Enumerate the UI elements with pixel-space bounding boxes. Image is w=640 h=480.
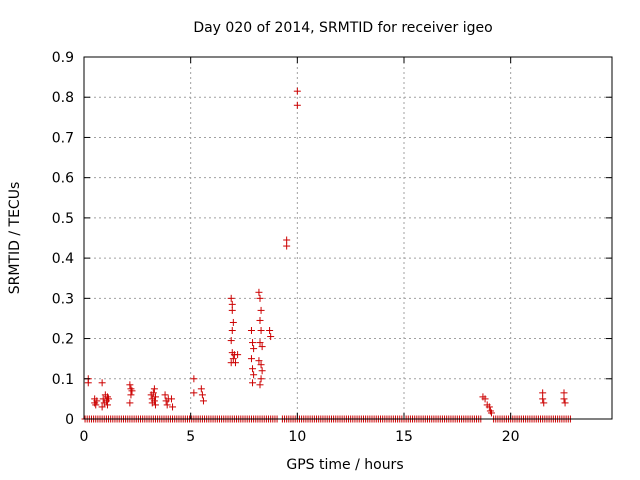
x-tick-label: 15 <box>395 429 413 445</box>
y-tick-label: 0.4 <box>52 251 74 267</box>
data-point <box>127 391 135 399</box>
data-point <box>256 339 264 347</box>
plot-frame <box>83 56 613 420</box>
y-tick-label: 0.5 <box>52 211 74 227</box>
data-point <box>231 359 239 367</box>
data-point <box>283 242 291 250</box>
chart-title: Day 020 of 2014, SRMTID for receiver ige… <box>193 20 492 36</box>
data-point <box>560 395 568 403</box>
data-point <box>249 379 257 387</box>
data-point <box>150 397 158 405</box>
data-point <box>151 401 159 409</box>
data-point <box>228 300 236 308</box>
data-point <box>256 316 264 324</box>
x-tick-label: 0 <box>80 429 89 445</box>
data-point <box>247 355 255 363</box>
data-point <box>103 401 111 409</box>
data-point <box>161 391 169 399</box>
data-point <box>128 387 136 395</box>
data-point <box>198 391 206 399</box>
data-point <box>257 375 265 383</box>
data-point <box>234 351 242 359</box>
data-point <box>266 327 274 335</box>
data-point <box>227 337 235 345</box>
data-point <box>126 399 134 407</box>
y-tick-label: 0.3 <box>52 291 74 307</box>
data-point <box>229 355 237 363</box>
data-point <box>255 357 263 365</box>
y-tick-label: 0 <box>65 412 74 428</box>
data-point <box>228 327 236 335</box>
y-tick-label: 0.6 <box>52 171 74 187</box>
grid-lines <box>84 57 612 419</box>
data-point <box>105 395 113 403</box>
data-point <box>481 395 489 403</box>
data-point <box>150 385 158 393</box>
data-point <box>293 87 301 95</box>
x-tick-label: 20 <box>502 429 520 445</box>
data-point <box>257 306 265 314</box>
data-point <box>487 409 495 417</box>
data-point <box>190 389 198 397</box>
x-tick-label: 5 <box>186 429 195 445</box>
data-point <box>257 361 265 369</box>
data-point <box>249 339 257 347</box>
data-point <box>151 393 159 401</box>
data-point <box>267 333 275 341</box>
data-point <box>257 327 265 335</box>
data-point <box>258 343 266 351</box>
data-point <box>229 318 237 326</box>
data-point <box>98 379 106 387</box>
data-point <box>293 101 301 109</box>
x-axis-label: GPS time / hours <box>286 457 403 473</box>
data-point <box>249 365 257 373</box>
data-point <box>227 294 235 302</box>
data-point <box>247 327 255 335</box>
data-point <box>228 306 236 314</box>
y-tick-label: 0.8 <box>52 90 74 106</box>
x-tick-label: 10 <box>288 429 306 445</box>
data-point <box>485 403 493 411</box>
data-point <box>250 345 258 353</box>
data-point <box>539 389 547 397</box>
data-point <box>190 375 198 383</box>
data-point <box>126 381 134 389</box>
data-point <box>93 397 101 405</box>
data-point <box>560 389 568 397</box>
data-point <box>98 403 106 411</box>
data-point <box>540 399 548 407</box>
data-point <box>256 294 264 302</box>
data-point <box>149 389 157 397</box>
y-tick-label: 0.9 <box>52 50 74 66</box>
data-point <box>199 397 207 405</box>
data-point <box>561 399 569 407</box>
y-tick-label: 0.1 <box>52 372 74 388</box>
y-tick-label: 0.7 <box>52 130 74 146</box>
data-point <box>258 367 266 375</box>
data-point <box>197 385 205 393</box>
y-axis-label: SRMTID / TECUs <box>7 182 23 295</box>
data-point <box>167 395 175 403</box>
y-tick-label: 0.2 <box>52 332 74 348</box>
data-point <box>256 381 264 389</box>
data-point <box>169 403 177 411</box>
data-point <box>283 236 291 244</box>
data-point <box>163 401 171 409</box>
axes: 0 0.1 0.2 0.3 0.4 0.5 0.6 0.7 0.8 0.9 0 5 10 15 20 <box>52 50 612 445</box>
data-point <box>539 395 547 403</box>
data-point <box>255 288 263 296</box>
data-point <box>92 401 100 409</box>
data-point <box>84 379 92 387</box>
data-point <box>250 371 258 379</box>
